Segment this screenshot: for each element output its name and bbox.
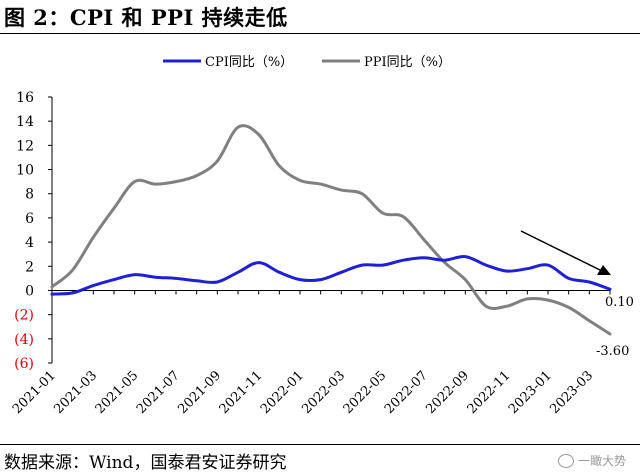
x-tick-label: 2022-03	[299, 368, 348, 417]
watermark: 一瞰大势	[557, 452, 626, 469]
x-tick-label: 2022-01	[258, 368, 307, 417]
series-line-ppi	[50, 124, 612, 336]
figure-title: 图 2：CPI 和 PPI 持续走低	[4, 5, 288, 30]
y-tick-label: (4)	[14, 332, 34, 348]
y-tick-label: 16	[16, 90, 34, 106]
y-tick-label: (2)	[14, 308, 34, 324]
line-chart: CPI同比（%） PPI同比（%） 1614121086420(2)(4)(6) …	[10, 55, 634, 417]
x-tick-label: 2022-05	[341, 368, 390, 417]
y-tick-label: 14	[16, 114, 34, 130]
annotations: 0.10 -3.60	[520, 230, 634, 359]
y-tick-label: 8	[25, 187, 34, 203]
legend-label-cpi: CPI同比（%）	[205, 55, 293, 70]
watermark-text: 一瞰大势	[577, 454, 626, 468]
x-tick-label: 2021-01	[10, 368, 59, 417]
legend-label-ppi: PPI同比（%）	[364, 55, 451, 70]
legend: CPI同比（%） PPI同比（%）	[163, 55, 451, 70]
y-tick-label: 4	[25, 235, 34, 251]
y-axis: 16 14 12 10 8 6 4 2 0 (2) (4) (6)	[14, 90, 53, 372]
top-rule	[0, 33, 640, 34]
y-tick-label: 0	[25, 283, 34, 299]
x-tick-label: 2022-11	[465, 368, 514, 417]
series-group	[50, 124, 612, 336]
x-tick-label: 2021-03	[51, 368, 100, 417]
data-source: 数据来源：Wind，国泰君安证券研究	[4, 453, 287, 473]
x-tick-label: 2022-07	[382, 368, 431, 417]
y-tick-label: 10	[16, 163, 34, 179]
trend-arrow-head	[597, 265, 611, 275]
x-tick-label: 2021-05	[93, 368, 142, 417]
x-tick-label: 2022-09	[423, 368, 472, 417]
y-tick-label: 6	[25, 211, 34, 227]
y-tick-label: 12	[16, 138, 34, 154]
trend-arrow-shaft	[520, 230, 603, 272]
bottom-rule	[0, 444, 640, 445]
x-axis: 2021-012021-032021-052021-072021-092021-…	[10, 289, 611, 417]
x-tick-label: 2023-01	[506, 368, 555, 417]
y-tick-label: (6)	[14, 356, 34, 372]
x-tick-label: 2023-03	[547, 368, 596, 417]
series-line-cpi	[50, 255, 612, 296]
ppi-end-label: -3.60	[596, 344, 629, 359]
cpi-end-label: 0.10	[605, 295, 634, 310]
x-tick-label: 2021-09	[175, 368, 224, 417]
x-tick-label: 2021-11	[217, 368, 266, 417]
y-tick-label: 2	[25, 259, 34, 275]
x-tick-label: 2021-07	[134, 368, 183, 417]
wechat-icon	[557, 453, 574, 468]
